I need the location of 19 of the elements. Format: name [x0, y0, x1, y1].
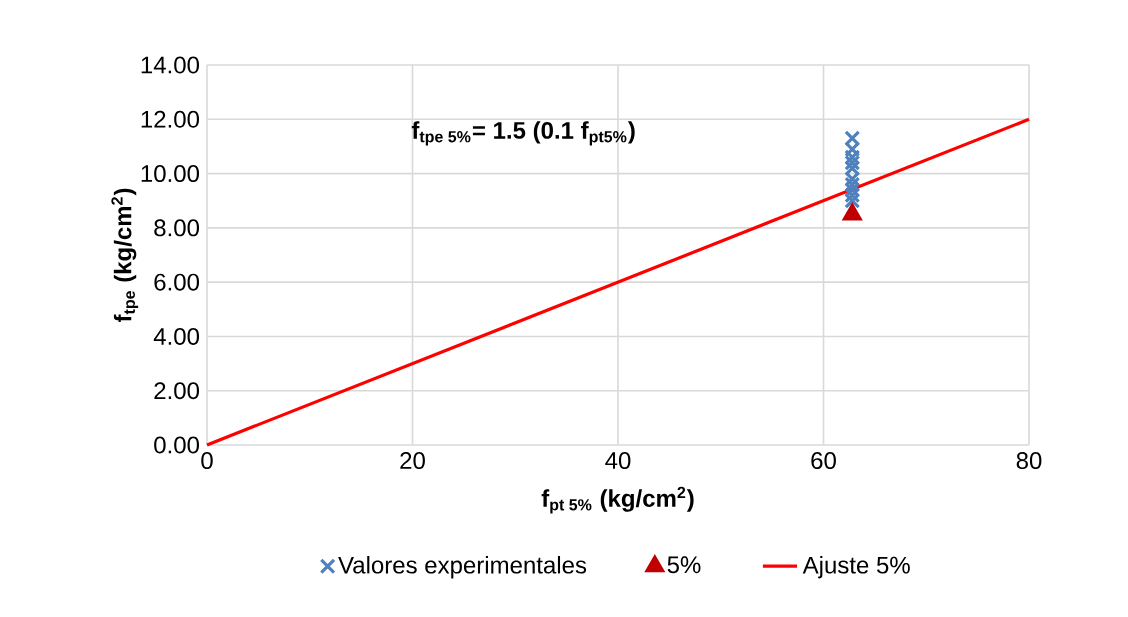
- annotation: f$_{tpe 5%}$= 1.5 (0.1 f$_{pt5%}$): [411, 121, 635, 146]
- y-tick-label: 0.00: [154, 436, 200, 454]
- legend-label: 5%: [667, 556, 701, 574]
- y-tick-label: 14.00: [141, 56, 200, 74]
- y-tick-label: 8.00: [154, 219, 200, 237]
- y-tick-label: 4.00: [153, 327, 200, 345]
- x-tick-label: 80: [1016, 452, 1042, 470]
- y-tick-label: 12.00: [141, 110, 200, 128]
- y-tick-label: 10.00: [141, 165, 200, 183]
- y-axis-title: f$_{tpe}$ (kg/cm$^{2}$): [111, 188, 139, 323]
- legend-label: Valores experimentales: [338, 556, 587, 579]
- y-tick-label: 6.00: [154, 273, 200, 291]
- x-axis-title: f$_{pt 5%}$ (kg/cm$^{2}$): [541, 486, 694, 514]
- x-tick-label: 0: [201, 452, 213, 470]
- legend-label: Ajuste 5%: [802, 556, 910, 579]
- x-tick-label: 20: [400, 452, 425, 470]
- x-tick-label: 40: [605, 452, 631, 470]
- y-tick-label: 2.00: [154, 382, 200, 400]
- x-tick-label: 60: [811, 452, 836, 470]
